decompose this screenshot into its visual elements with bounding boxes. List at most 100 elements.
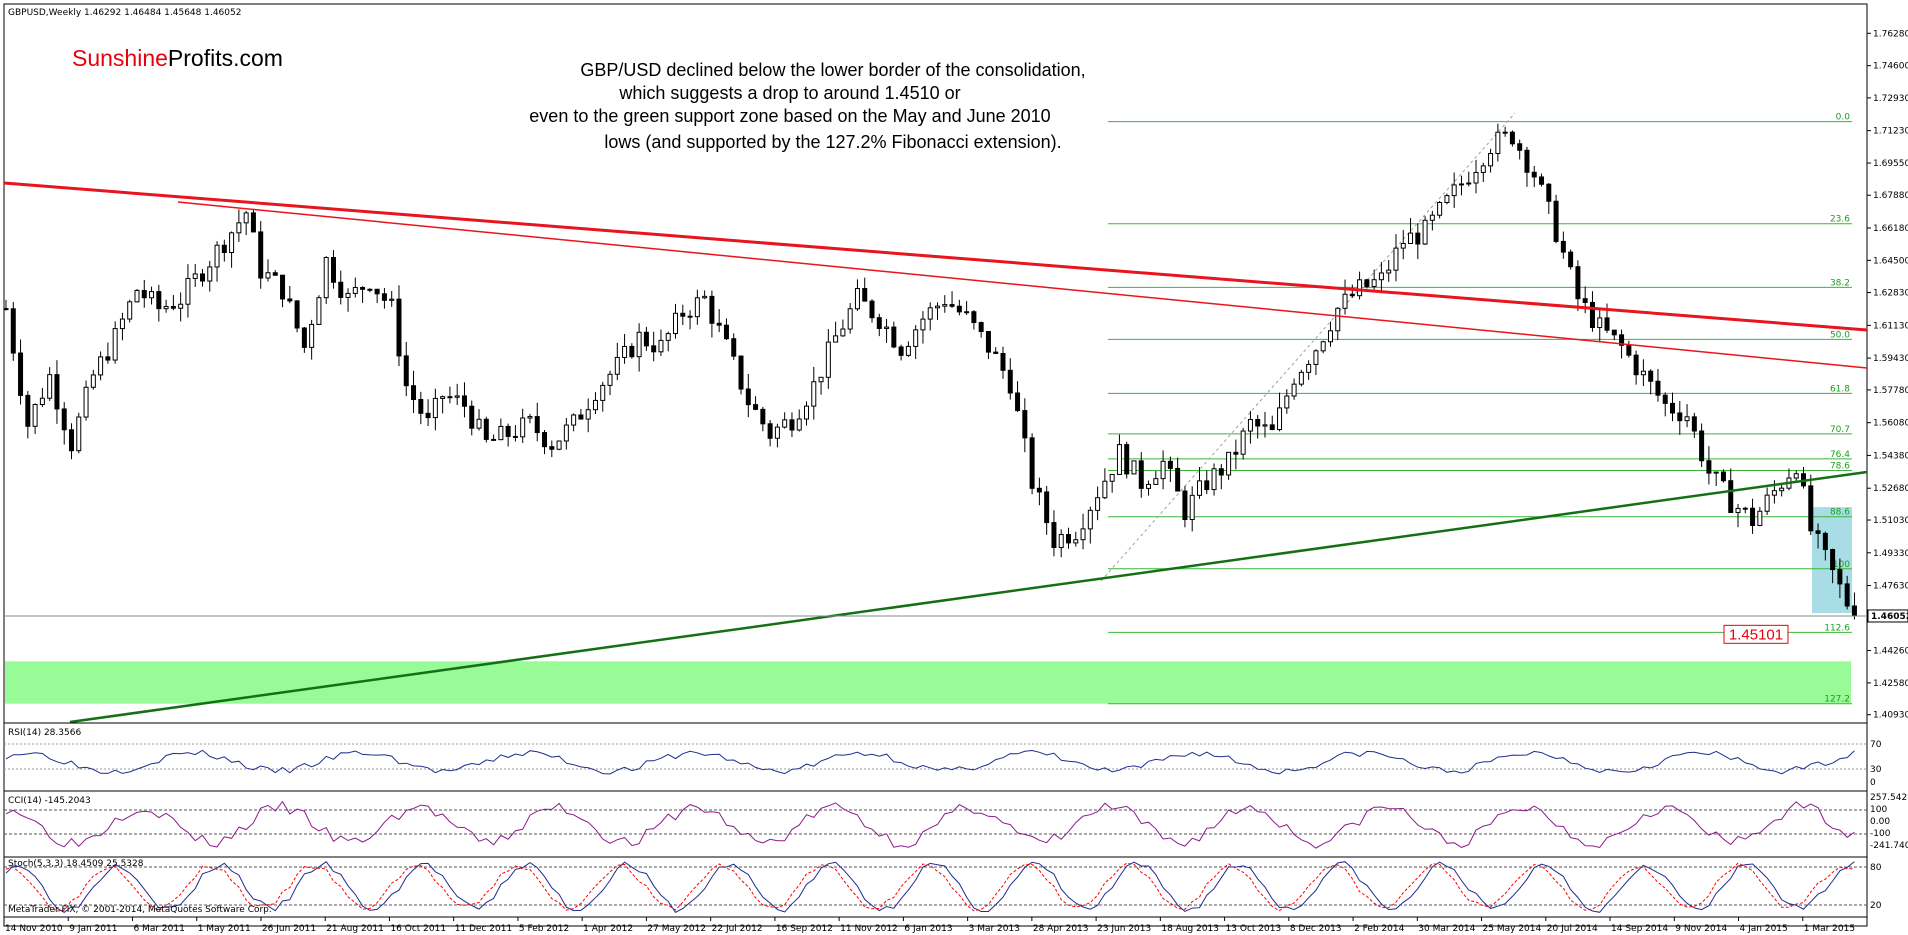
candle: [418, 391, 424, 425]
candle: [1400, 230, 1406, 260]
time-tick-label: 27 May 2012: [647, 924, 706, 934]
candle-body-down: [753, 404, 759, 410]
candle: [447, 386, 453, 404]
fib-label-1: 23.6: [1830, 215, 1850, 225]
candle-body-up: [1095, 497, 1101, 511]
candle-body-up: [1291, 383, 1297, 397]
candle: [1022, 398, 1028, 453]
candle: [76, 412, 82, 454]
candle: [483, 416, 489, 443]
candle-body-up: [1429, 214, 1435, 221]
time-tick-label: 1 Mar 2015: [1804, 924, 1855, 934]
candle: [1116, 434, 1122, 475]
candle: [913, 325, 919, 360]
candle-body-down: [956, 305, 962, 313]
candle: [1633, 350, 1639, 385]
candle: [1015, 381, 1021, 412]
candle-body-up: [1640, 370, 1646, 376]
price-tick-label: 1.76280: [1873, 29, 1908, 39]
candle-body-up: [607, 373, 613, 386]
candle-body-down: [338, 281, 344, 298]
rsi-pane: RSI(14) 28.3566 70 30 0: [3, 722, 1882, 792]
candle: [1211, 463, 1217, 496]
candle-body-up: [636, 331, 642, 358]
candle-body-up: [119, 318, 125, 330]
candle: [607, 370, 613, 396]
candle-body-down: [360, 286, 366, 290]
candle: [47, 367, 53, 401]
candle-body-down: [971, 311, 977, 324]
candle-body-up: [571, 414, 577, 426]
candle: [542, 430, 548, 455]
candle: [272, 270, 278, 276]
candle: [1662, 392, 1668, 417]
candle-body-down: [294, 300, 300, 329]
candle: [1713, 471, 1719, 486]
candle: [556, 440, 562, 451]
candle-body-up: [1087, 509, 1093, 530]
stoch-level-20: 20: [1870, 901, 1882, 911]
candle-body-down: [1575, 266, 1581, 300]
candle: [432, 388, 438, 431]
candle: [905, 341, 911, 357]
candle: [1502, 126, 1508, 137]
time-tick-label: 22 Jul 2012: [712, 924, 763, 934]
candle-body-down: [1633, 354, 1639, 376]
candle-body-down: [330, 257, 336, 283]
annotation-line-3: even to the green support zone based on …: [529, 106, 1050, 126]
candle: [54, 360, 60, 424]
time-tick-label: 9 Nov 2014: [1675, 924, 1727, 934]
candle: [731, 333, 737, 360]
candle: [1269, 415, 1275, 431]
candle: [1167, 456, 1173, 483]
candle-body-down: [767, 423, 773, 439]
annotation-line-4: lows (and supported by the 127.2% Fibona…: [604, 132, 1061, 152]
candle: [614, 342, 620, 381]
candle-body-up: [1109, 473, 1115, 482]
candle-body-up: [32, 404, 38, 427]
candle-body-up: [265, 272, 271, 279]
candle-body-down: [534, 416, 540, 434]
candle-body-up: [1196, 480, 1202, 496]
candle-body-down: [1750, 507, 1756, 526]
candle-body-up: [1240, 430, 1246, 455]
candle: [840, 319, 846, 337]
candle-body-down: [723, 324, 729, 340]
candle: [1720, 469, 1726, 483]
candle: [1306, 360, 1312, 380]
candle: [1750, 498, 1756, 534]
candle: [942, 295, 948, 313]
candle-body-down: [1720, 471, 1726, 482]
candle-body-down: [199, 273, 205, 282]
candle: [1153, 470, 1159, 485]
candle-body-up: [847, 308, 853, 330]
candle: [680, 304, 686, 325]
candle-body-down: [1611, 329, 1617, 336]
candle: [1742, 506, 1748, 514]
candle: [1298, 369, 1304, 387]
candle: [920, 311, 926, 344]
candle-body-down: [1851, 605, 1857, 617]
candle-body-up: [1335, 307, 1341, 332]
candle: [39, 387, 45, 407]
candle-body-up: [1073, 539, 1079, 544]
candle: [651, 331, 657, 362]
candle: [1706, 446, 1712, 485]
candle-body-down: [1175, 467, 1181, 492]
time-tick-label: 28 Apr 2013: [1033, 924, 1089, 934]
candle: [1327, 321, 1333, 347]
candle-body-up: [1597, 317, 1603, 328]
candle: [1102, 468, 1108, 500]
symbol-header: GBPUSD,Weekly 1.46292 1.46484 1.45648 1.…: [8, 8, 241, 18]
candle: [1262, 411, 1268, 438]
candle: [898, 344, 904, 361]
candle: [1182, 486, 1188, 528]
candle: [847, 303, 853, 334]
candle: [1204, 470, 1210, 495]
candle-body-down: [1626, 344, 1632, 356]
candle-body-up: [920, 318, 926, 331]
candle: [1087, 506, 1093, 544]
candle-body-down: [469, 405, 475, 429]
candle: [134, 289, 140, 303]
rsi-level-0: 0: [1870, 778, 1876, 788]
